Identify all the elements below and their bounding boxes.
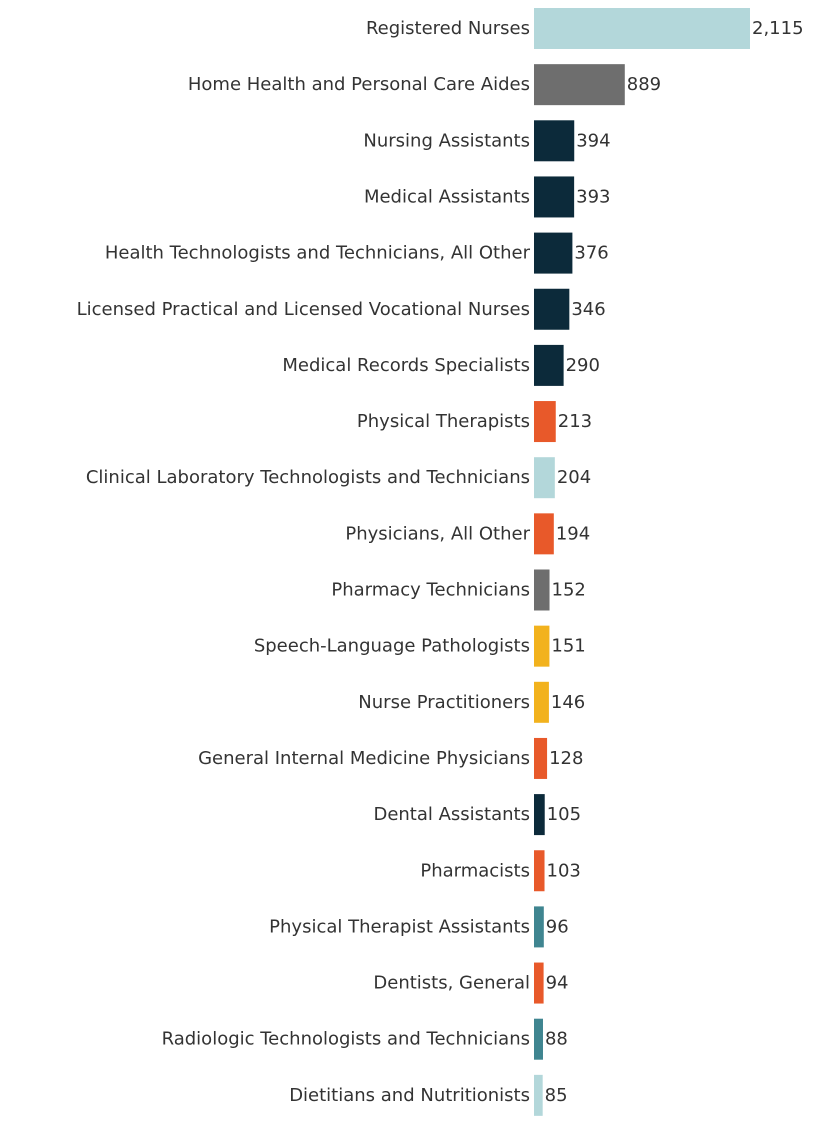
value-label-14: 105 <box>547 804 581 825</box>
bar-5 <box>534 288 570 330</box>
category-label-1: Home Health and Personal Care Aides <box>188 74 530 95</box>
value-label-12: 146 <box>551 692 585 713</box>
value-label-18: 88 <box>545 1029 568 1050</box>
category-label-3: Medical Assistants <box>364 186 530 207</box>
category-label-16: Physical Therapist Assistants <box>269 916 530 937</box>
bar-10 <box>534 569 550 611</box>
bar-15 <box>534 850 545 892</box>
value-label-7: 213 <box>558 411 592 432</box>
category-label-14: Dental Assistants <box>373 804 530 825</box>
bar-14 <box>534 794 545 836</box>
bar-7 <box>534 401 556 443</box>
category-label-17: Dentists, General <box>373 973 530 994</box>
value-label-5: 346 <box>571 299 605 320</box>
category-label-0: Registered Nurses <box>366 18 530 39</box>
bar-1 <box>534 64 625 106</box>
bars-layer: Registered Nurses 2,115 Home Health and Pe… <box>77 8 804 1116</box>
bar-13 <box>534 737 548 779</box>
category-label-15: Pharmacists <box>420 860 530 881</box>
category-label-19: Dietitians and Nutritionists <box>289 1085 530 1106</box>
bar-16 <box>534 906 544 948</box>
value-label-9: 194 <box>556 523 590 544</box>
bar-3 <box>534 176 575 218</box>
category-label-2: Nursing Assistants <box>363 130 530 151</box>
category-label-8: Clinical Laboratory Technologists and Te… <box>86 467 530 488</box>
value-label-16: 96 <box>546 916 569 937</box>
bar-6 <box>534 344 564 386</box>
bar-4 <box>534 232 573 274</box>
category-label-13: General Internal Medicine Physicians <box>198 748 530 769</box>
value-label-4: 376 <box>574 243 608 264</box>
category-label-12: Nurse Practitioners <box>358 692 530 713</box>
category-label-10: Pharmacy Technicians <box>331 580 530 601</box>
value-label-10: 152 <box>552 580 586 601</box>
value-label-2: 394 <box>576 130 610 151</box>
bar-2 <box>534 120 575 162</box>
category-label-7: Physical Therapists <box>357 411 530 432</box>
bar-17 <box>534 962 544 1004</box>
category-label-18: Radiologic Technologists and Technicians <box>162 1029 530 1050</box>
value-label-11: 151 <box>551 636 585 657</box>
bar-18 <box>534 1018 543 1060</box>
bar-12 <box>534 681 549 723</box>
bar-11 <box>534 625 550 667</box>
value-label-15: 103 <box>547 860 581 881</box>
category-label-11: Speech-Language Pathologists <box>254 636 530 657</box>
value-label-8: 204 <box>557 467 591 488</box>
value-label-17: 94 <box>546 973 569 994</box>
bar-19 <box>534 1074 543 1116</box>
bar-0 <box>534 8 750 49</box>
bar-9 <box>534 513 554 555</box>
value-label-13: 128 <box>549 748 583 769</box>
value-label-1: 889 <box>627 74 661 95</box>
value-label-0: 2,115 <box>752 18 804 39</box>
category-label-9: Physicians, All Other <box>345 523 530 544</box>
category-label-6: Medical Records Specialists <box>282 355 530 376</box>
category-label-5: Licensed Practical and Licensed Vocation… <box>77 299 530 320</box>
category-label-4: Health Technologists and Technicians, Al… <box>105 243 531 264</box>
bar-8 <box>534 457 555 499</box>
value-label-19: 85 <box>545 1085 568 1106</box>
value-label-6: 290 <box>566 355 600 376</box>
value-label-3: 393 <box>576 186 610 207</box>
